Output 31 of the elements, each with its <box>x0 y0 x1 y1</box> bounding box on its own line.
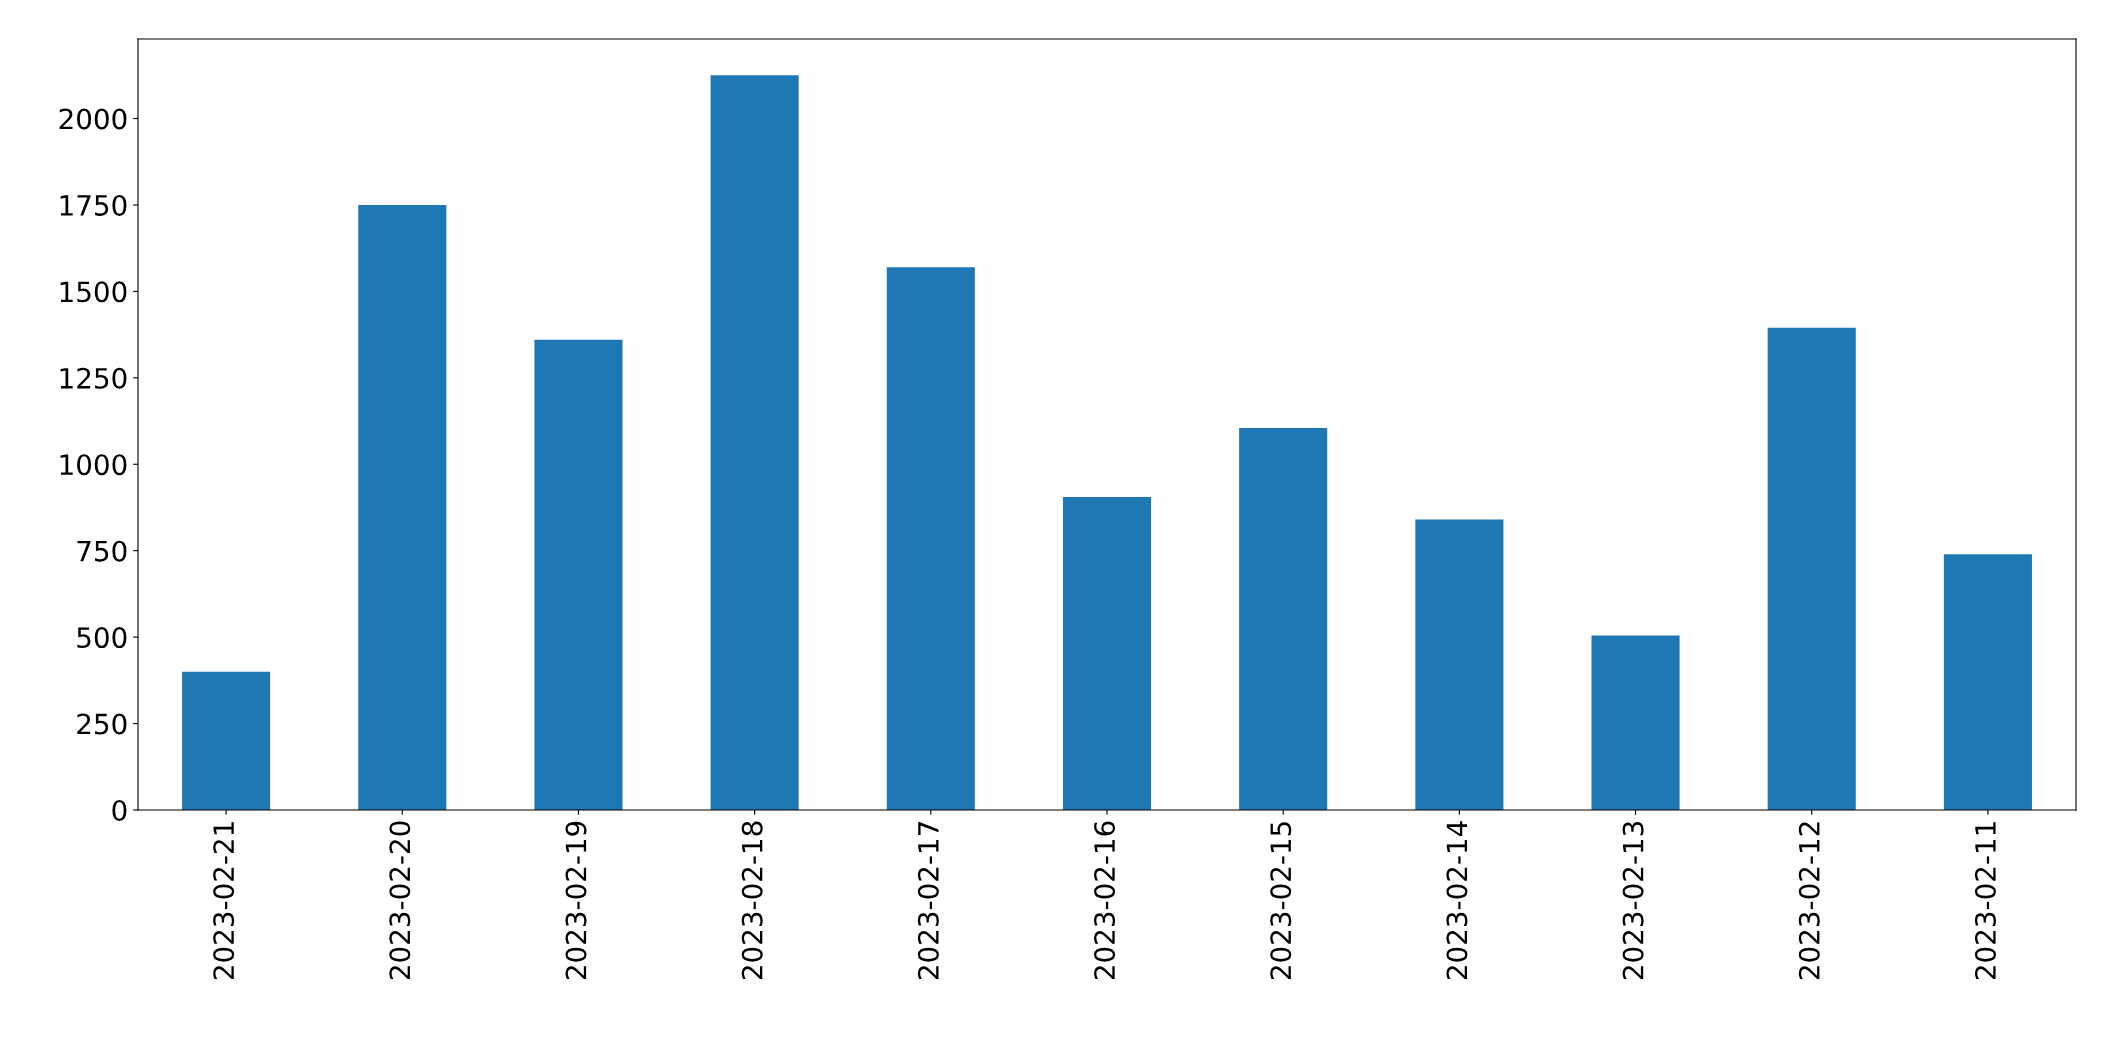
bar <box>1239 427 1328 810</box>
y-tick-label: 2000 <box>59 108 127 130</box>
y-tick-label: 1000 <box>60 454 127 476</box>
bar <box>710 75 799 810</box>
x-tick-label: 2023-02-11 <box>1974 822 1996 980</box>
bar <box>534 339 623 810</box>
x-tick-label: 2023-02-13 <box>1622 821 1644 980</box>
x-tick-label: 2023-02-16 <box>1094 821 1116 980</box>
bar <box>1591 635 1680 810</box>
y-tick-label: 1250 <box>60 367 127 389</box>
bar <box>1415 519 1504 810</box>
x-tick-label: 2023-02-15 <box>1270 822 1292 980</box>
bar <box>1767 327 1856 810</box>
bar <box>358 204 447 810</box>
y-tick-label: 0 <box>112 799 127 821</box>
x-tick-label: 2023-02-14 <box>1446 821 1468 980</box>
y-tick-label: 1750 <box>60 194 127 216</box>
x-tick-label: 2023-02-21 <box>213 822 235 980</box>
x-tick-label: 2023-02-12 <box>1798 822 1820 980</box>
x-tick-label: 2023-02-20 <box>389 821 411 980</box>
y-tick-label: 250 <box>77 713 127 735</box>
bar <box>886 267 975 810</box>
x-tick-label: 2023-02-18 <box>741 821 763 980</box>
y-tick-label: 1500 <box>60 281 127 303</box>
y-tick-label: 500 <box>77 627 127 649</box>
bar <box>182 671 271 810</box>
bar <box>1943 554 2032 810</box>
x-tick-label: 2023-02-17 <box>917 822 939 980</box>
x-tick-label: 2023-02-19 <box>565 821 587 980</box>
bar <box>1062 497 1152 810</box>
y-tick-label: 750 <box>77 540 127 562</box>
